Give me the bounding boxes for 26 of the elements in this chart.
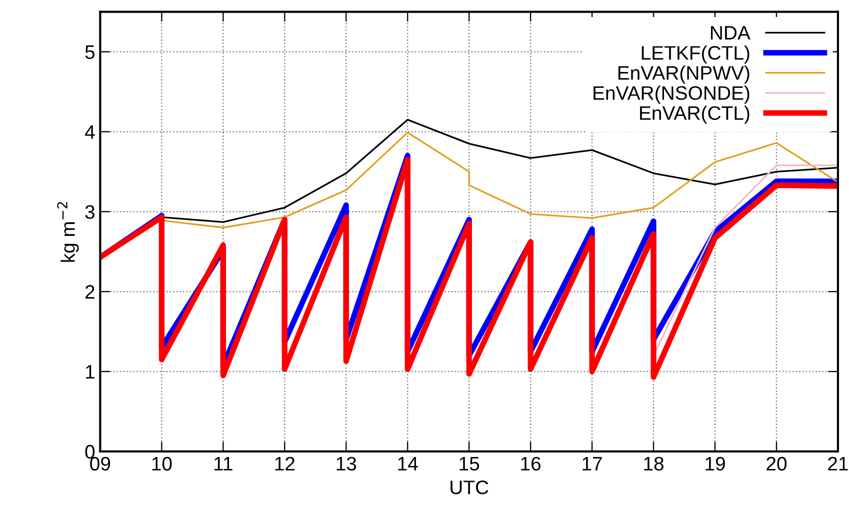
legend-label: NDA [711, 26, 750, 40]
x-tick-label: 17 [582, 457, 602, 470]
y-tick-label: 5 [85, 45, 95, 60]
y-tick-label: 1 [86, 365, 94, 379]
y-axis-title: kg m$^{−2}$ [57, 202, 79, 262]
x-tick-label: 10 [152, 456, 172, 471]
x-tick-label: 21 [828, 456, 848, 470]
x-tick-label: 11 [214, 457, 232, 470]
x-tick-label: 13 [336, 456, 356, 471]
y-tick-label: 4 [84, 125, 95, 139]
x-tick-label: 19 [706, 456, 725, 471]
y-tick-label: 2 [85, 285, 94, 299]
x-tick-label: 16 [521, 456, 541, 471]
x-tick-label: 15 [460, 457, 480, 471]
x-tick-label: 18 [644, 456, 664, 471]
x-tick-label: 20 [766, 456, 787, 471]
legend-label: LETKF(CTL) [642, 45, 750, 64]
legend-label: EnVAR(CTL) [640, 106, 750, 124]
legend-label: EnVAR(NSONDE) [594, 86, 750, 104]
y-tick-label: 3 [85, 205, 94, 219]
x-tick-label: 12 [275, 456, 294, 470]
x-tick-label: 09 [90, 456, 110, 471]
x-axis-title: UTC [450, 480, 488, 494]
x-tick-label: 14 [398, 457, 418, 470]
legend-label: EnVAR(NPWV) [618, 66, 750, 84]
y-tick-label: 0 [85, 444, 95, 459]
